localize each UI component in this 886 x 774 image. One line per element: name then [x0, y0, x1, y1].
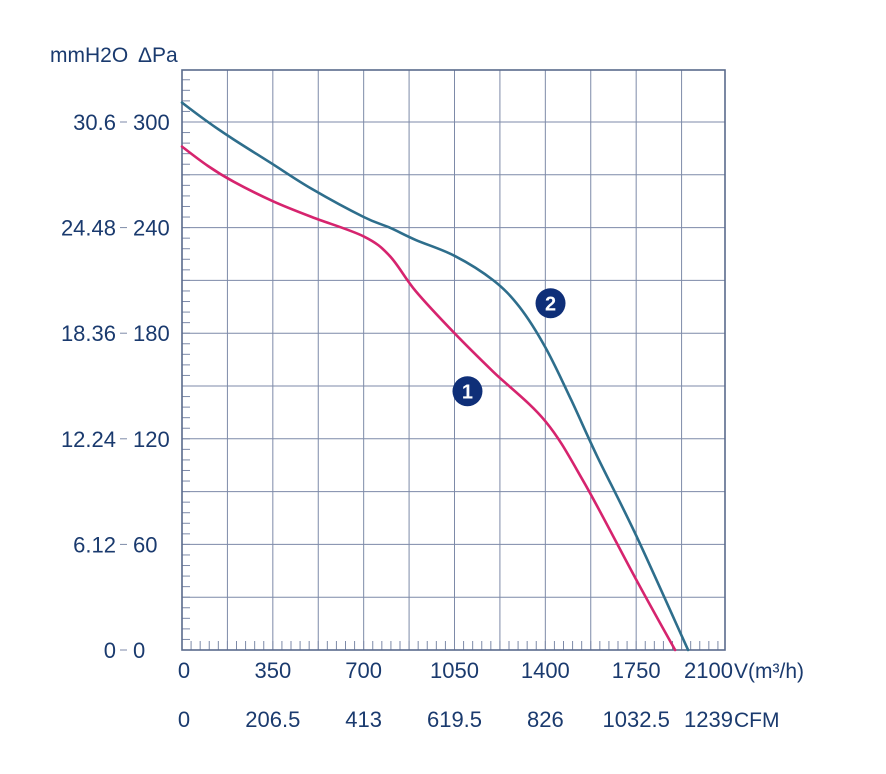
x-tick-label-secondary: 619.5 — [427, 707, 482, 732]
y-tick-label-pa: 120 — [133, 427, 170, 452]
y-unit-left: mmH2O — [50, 44, 128, 67]
badge-label: 1 — [462, 381, 473, 403]
curve-1 — [180, 145, 677, 652]
badge-label: 2 — [545, 293, 556, 315]
x-unit-secondary: CFM — [734, 709, 780, 732]
plot-frame — [181, 69, 726, 651]
curve-badge-2: 2 — [535, 288, 566, 319]
y-tick-label-mmh2o: 24.48 — [61, 216, 116, 241]
x-tick-label-primary: 350 — [254, 658, 291, 683]
y-tick-label-mmh2o: 30.6 — [73, 110, 116, 135]
x-tick-label-secondary: 413 — [345, 707, 382, 732]
x-tick-label-primary: 0 — [178, 658, 190, 683]
y-tick-label-mmh2o: 0 — [104, 638, 116, 663]
y-tick-label-pa: 240 — [133, 216, 170, 241]
x-tick-label-primary: 1050 — [430, 658, 479, 683]
curves — [180, 101, 690, 652]
y-unit-right: ΔPa — [138, 44, 178, 67]
y-tick-label-mmh2o: 6.12 — [73, 532, 116, 557]
x-tick-label-secondary: 206.5 — [245, 707, 300, 732]
axis-labels: mmH2O ΔPa V(m³/h) CFM 00606.1212012.2418… — [50, 44, 804, 732]
y-tick-label-pa: 0 — [133, 638, 145, 663]
x-tick-label-secondary: 826 — [527, 707, 564, 732]
curve-2 — [180, 101, 690, 652]
x-tick-label-secondary: 0 — [178, 707, 190, 732]
x-tick-label-secondary: 1032.5 — [603, 707, 670, 732]
curve-badge-1: 1 — [452, 376, 483, 407]
y-tick-label-pa: 300 — [133, 110, 170, 135]
y-tick-label-mmh2o: 18.36 — [61, 321, 116, 346]
badge-circle — [452, 376, 483, 407]
x-tick-label-secondary: 1239 — [684, 707, 733, 732]
x-tick-label-primary: 1750 — [612, 658, 661, 683]
y-tick-label-mmh2o: 12.24 — [61, 427, 116, 452]
plot-border — [181, 69, 726, 651]
x-tick-label-primary: 1400 — [521, 658, 570, 683]
y-tick-label-pa: 180 — [133, 321, 170, 346]
x-unit-primary: V(m³/h) — [734, 660, 804, 683]
x-tick-label-primary: 2100 — [684, 658, 733, 683]
badge-circle — [535, 288, 566, 319]
y-tick-label-pa: 60 — [133, 532, 157, 557]
x-tick-label-primary: 700 — [345, 658, 382, 683]
curve-badges: 12 — [452, 288, 566, 407]
